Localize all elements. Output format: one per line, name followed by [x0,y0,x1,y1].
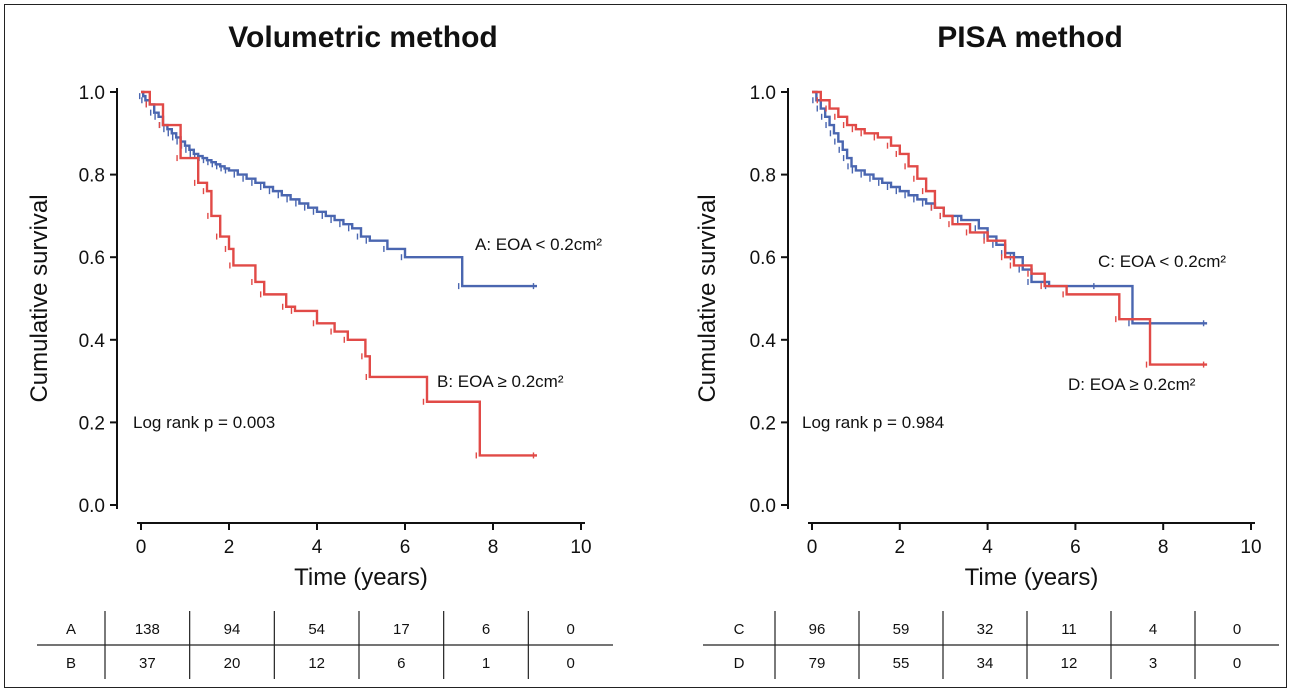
table-cell: 11 [1061,621,1077,638]
y-tick-label: 0.2 [79,413,105,434]
table-cell: 37 [139,655,156,672]
table-cell: 1 [482,655,490,672]
table-cell: 4 [1149,621,1157,638]
table-cell: 20 [224,655,241,672]
y-tick-label: 1.0 [79,83,105,104]
y-tick-label: 0.6 [79,248,105,269]
table-cell: 59 [893,621,910,638]
y-tick-label: 0.4 [79,331,106,352]
table-cell: 55 [893,655,910,672]
table-cell: 138 [135,621,160,638]
table-cell: 3 [1149,655,1157,672]
series-label-d: D: EOA ≥ 0.2cm² [1068,375,1196,394]
table-cell: 0 [1233,621,1241,638]
table-cell: 17 [393,621,410,638]
table-cell: 94 [224,621,241,638]
series-label-b: B: EOA ≥ 0.2cm² [437,372,564,391]
x-axis-label: Time (years) [965,564,1099,591]
series-label-c: C: EOA < 0.2cm² [1098,252,1226,271]
x-tick-label: 0 [807,537,818,558]
survival-curve-red [812,90,1208,366]
y-tick-label: 0.4 [750,331,777,352]
y-tick-label: 0.6 [750,248,776,269]
x-tick-label: 0 [136,537,147,558]
chart-title: Volumetric method [228,21,497,54]
y-axis-label: Cumulative survival [26,194,53,402]
table-row-label: C [734,621,745,638]
x-tick-label: 6 [1070,537,1081,558]
y-tick-label: 0.8 [750,166,776,187]
x-tick-label: 2 [224,537,235,558]
y-tick-label: 0.0 [750,496,776,517]
table-cell: 6 [397,655,405,672]
survival-curve-blue [812,90,1208,325]
x-tick-label: 4 [312,537,323,558]
x-tick-label: 8 [1158,537,1169,558]
y-tick-label: 1.0 [750,83,776,104]
y-tick-label: 0.0 [79,496,105,517]
table-cell: 54 [308,621,325,638]
x-axis-label: Time (years) [294,564,428,591]
y-tick-label: 0.8 [79,166,105,187]
table-cell: 0 [1233,655,1241,672]
x-tick-label: 4 [982,537,993,558]
chart-title: PISA method [937,21,1123,54]
table-row-label: B [66,655,76,672]
x-tick-label: 6 [400,537,411,558]
pisa-km-plot: PISA method Cumulative survival Time (ye… [694,21,1279,679]
volumetric-km-plot: Volumetric method Cumulative survival Ti… [26,21,613,679]
table-cell: 79 [809,655,826,672]
table-row-label: A [66,621,76,638]
y-axis-label: Cumulative survival [694,194,721,402]
table-cell: 6 [482,621,490,638]
x-tick-label: 10 [570,537,591,558]
survival-curve-red [141,90,537,457]
series-label-a: A: EOA < 0.2cm² [475,235,602,254]
table-cell: 32 [977,621,994,638]
table-cell: 96 [809,621,826,638]
x-tick-label: 2 [895,537,906,558]
x-tick-label: 8 [488,537,499,558]
survival-curve-blue [141,90,537,288]
log-rank-annotation: Log rank p = 0.984 [802,413,944,432]
table-cell: 12 [308,655,325,672]
log-rank-annotation: Log rank p = 0.003 [133,413,275,432]
x-tick-label: 10 [1240,537,1261,558]
figure-frame: Volumetric method Cumulative survival Ti… [4,4,1287,688]
y-tick-label: 0.2 [750,413,776,434]
table-row-label: D [734,655,745,672]
table-cell: 12 [1061,655,1078,672]
table-cell: 0 [566,621,574,638]
table-cell: 34 [977,655,994,672]
table-cell: 0 [566,655,574,672]
